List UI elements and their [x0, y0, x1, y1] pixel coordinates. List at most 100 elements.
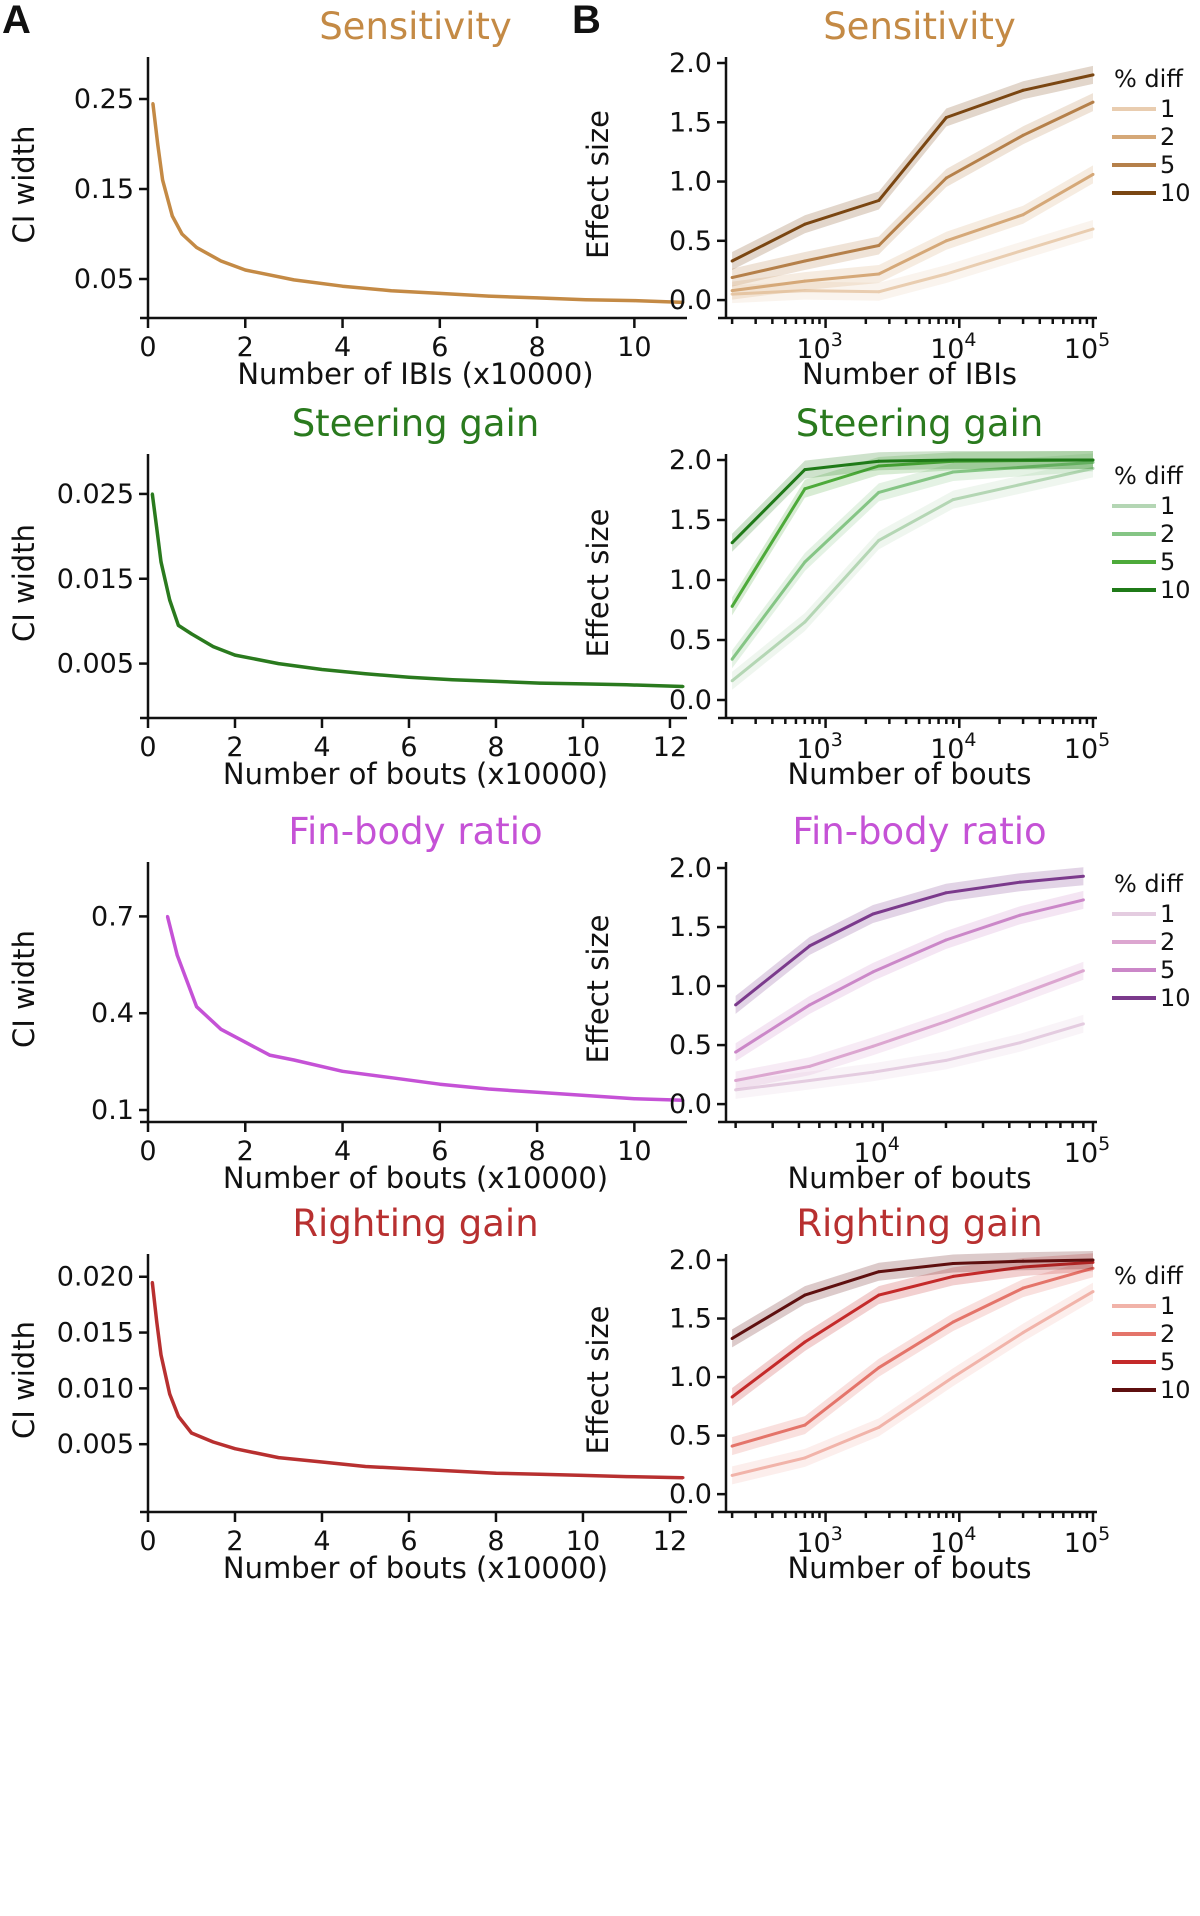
data-point: [803, 279, 807, 283]
data-point: [1081, 898, 1085, 902]
x-tick-label: 10: [566, 732, 600, 763]
confidence-band: [735, 961, 1084, 1090]
data-point: [877, 272, 881, 276]
data-point: [951, 1262, 955, 1266]
y-tick-label: 0.7: [91, 901, 134, 932]
x-tick-label: 2: [226, 732, 243, 763]
series-line: [734, 874, 1084, 1007]
series-line: [731, 1258, 1094, 1340]
y-tick-label: 0.4: [91, 998, 134, 1029]
x-tick-label: 6: [400, 732, 417, 763]
data-point: [877, 459, 881, 463]
x-tick-label: 104: [930, 1523, 976, 1559]
data-point: [624, 683, 628, 687]
chart-a1: Sensitivity 0.05 0.15 0.25 0 2 4 6 8 10 Number of …: [7, 5, 687, 391]
legend-title: % diff: [1114, 870, 1183, 898]
y-tick-label: 0.020: [57, 1262, 134, 1293]
data-point: [180, 232, 184, 236]
y-tick-label: 0.0: [669, 1479, 712, 1510]
series-line: [731, 1260, 1094, 1399]
series-line: [731, 1266, 1094, 1448]
data-point: [944, 239, 948, 243]
data-point: [151, 102, 155, 105]
y-tick-label: 0.015: [57, 564, 134, 595]
data-point: [175, 953, 179, 957]
legend-label: 2: [1160, 928, 1175, 956]
x-tick-label: 103: [796, 1523, 842, 1559]
data-point: [211, 645, 215, 649]
panel-label-b: B: [572, 0, 601, 42]
data-point: [363, 672, 367, 676]
data-point: [486, 294, 490, 298]
data-point: [268, 1053, 272, 1057]
y-tick-label: 0.0: [669, 285, 712, 316]
y-tick-label: 2.0: [669, 445, 712, 476]
data-point: [292, 1058, 296, 1062]
data-point: [159, 560, 163, 564]
data-point: [243, 1040, 247, 1044]
x-tick-label: 4: [313, 1526, 330, 1557]
data-point: [877, 538, 881, 542]
y-tick-label: 2.0: [669, 1245, 712, 1276]
data-point: [537, 681, 541, 685]
data-point: [1021, 1265, 1025, 1269]
data-point: [951, 498, 955, 502]
legend-label: 10: [1160, 179, 1191, 207]
data-point: [1091, 1258, 1095, 1262]
series-line: [731, 466, 1094, 682]
confidence-band: [732, 1282, 1093, 1485]
data-point: [803, 560, 807, 564]
y-tick-label: 0.15: [74, 174, 134, 205]
data-point: [185, 979, 189, 983]
data-point: [341, 1069, 345, 1073]
y-tick-label: 1.5: [669, 505, 712, 536]
legend-label: 1: [1160, 492, 1175, 520]
data-point: [877, 1425, 881, 1429]
y-tick-label: 0.025: [57, 479, 134, 510]
data-point: [730, 276, 734, 280]
data-point: [803, 1293, 807, 1297]
data-point: [1091, 460, 1095, 464]
x-tick-label: 0: [139, 1526, 156, 1557]
data-point: [730, 604, 734, 608]
data-point: [1021, 1259, 1025, 1263]
data-point: [195, 246, 199, 249]
legend-label: 2: [1160, 123, 1175, 151]
data-point: [944, 1019, 948, 1023]
data-point: [1021, 88, 1025, 92]
y-axis-label: CI width: [7, 930, 41, 1048]
data-point: [219, 1027, 223, 1031]
x-axis-label: Number of bouts (x10000): [223, 1551, 608, 1585]
legend-label: 1: [1160, 95, 1175, 123]
chart-title: Fin-body ratio: [792, 810, 1046, 853]
y-tick-label: 0.010: [57, 1373, 134, 1404]
data-point: [189, 1431, 193, 1435]
y-tick-label: 2.0: [669, 48, 712, 79]
data-point: [438, 291, 442, 295]
chart-title: Righting gain: [796, 1202, 1042, 1245]
data-point: [407, 675, 411, 679]
y-tick-label: 0.005: [57, 649, 134, 680]
data-point: [944, 176, 948, 180]
legend-title: % diff: [1114, 1262, 1183, 1290]
data-point: [871, 970, 875, 974]
y-tick-label: 0.05: [74, 264, 134, 295]
legend-label: 10: [1160, 576, 1191, 604]
x-axis-label: Number of IBIs (x10000): [237, 357, 593, 391]
data-point: [292, 278, 296, 282]
x-tick-label: 2: [226, 1526, 243, 1557]
data-point: [581, 1473, 585, 1477]
data-point: [734, 1003, 738, 1007]
x-tick-label: 2: [237, 1136, 254, 1167]
data-point: [276, 662, 280, 666]
data-point: [161, 178, 165, 182]
data-point: [1091, 172, 1095, 176]
data-point: [803, 1423, 807, 1427]
data-point: [176, 623, 180, 627]
data-point: [871, 1044, 875, 1048]
data-point: [951, 1320, 955, 1324]
data-point: [1018, 992, 1022, 996]
data-point: [808, 1078, 812, 1082]
x-tick-label: 103: [796, 729, 842, 765]
chart-title: Sensitivity: [823, 5, 1016, 48]
